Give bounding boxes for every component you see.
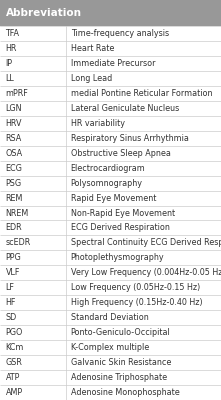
Text: Immediate Precursor: Immediate Precursor (71, 59, 155, 68)
Text: KCm: KCm (6, 343, 24, 352)
Bar (0, 41, 221, 56)
Bar (0, 116, 221, 131)
Text: OSA: OSA (6, 149, 23, 158)
Text: Photoplethysmography: Photoplethysmography (71, 253, 164, 262)
Bar (0, 56, 221, 71)
Text: mPRF: mPRF (6, 89, 28, 98)
Bar (0, 280, 221, 295)
Bar (0, 310, 221, 325)
Text: Adenosine Triphosphate: Adenosine Triphosphate (71, 373, 167, 382)
Text: Adenosine Monophosphate: Adenosine Monophosphate (71, 388, 179, 397)
Bar (0, 101, 221, 116)
Text: Respiratory Sinus Arrhythmia: Respiratory Sinus Arrhythmia (71, 134, 189, 143)
Text: SD: SD (6, 313, 17, 322)
Text: Rapid Eye Movement: Rapid Eye Movement (71, 194, 156, 202)
Bar (0, 370, 221, 385)
Text: GSR: GSR (6, 358, 22, 367)
Text: Ponto-Geniculo-Occipital: Ponto-Geniculo-Occipital (71, 328, 170, 337)
Bar (0, 71, 221, 86)
Text: AMP: AMP (6, 388, 23, 397)
Bar (0, 176, 221, 190)
Text: Time-frequency analysis: Time-frequency analysis (71, 29, 169, 38)
Text: Heart Rate: Heart Rate (71, 44, 114, 53)
Text: PPG: PPG (6, 253, 21, 262)
Bar (0, 385, 221, 400)
Text: VLF: VLF (6, 268, 20, 277)
Text: ATP: ATP (6, 373, 20, 382)
Text: Obstructive Sleep Apnea: Obstructive Sleep Apnea (71, 149, 171, 158)
Text: PGO: PGO (6, 328, 23, 337)
Text: K-Complex multiple: K-Complex multiple (71, 343, 149, 352)
Text: HRV: HRV (6, 119, 22, 128)
Text: Polysomnography: Polysomnography (71, 178, 143, 188)
Text: Lateral Geniculate Nucleus: Lateral Geniculate Nucleus (71, 104, 179, 113)
Bar (0, 220, 221, 236)
Text: Low Frequency (0.05Hz-0.15 Hz): Low Frequency (0.05Hz-0.15 Hz) (71, 283, 200, 292)
Text: Electrocardiogram: Electrocardiogram (71, 164, 145, 173)
Bar (0, 26, 221, 41)
Bar (0, 206, 221, 220)
Text: Spectral Continuity ECG Derived Respiration: Spectral Continuity ECG Derived Respirat… (71, 238, 221, 248)
Text: NREM: NREM (6, 208, 29, 218)
Bar (0, 236, 221, 250)
Bar (0, 265, 221, 280)
Text: scEDR: scEDR (6, 238, 31, 248)
Bar (0, 131, 221, 146)
Bar (0, 295, 221, 310)
Text: High Frequency (0.15Hz-0.40 Hz): High Frequency (0.15Hz-0.40 Hz) (71, 298, 202, 307)
Bar (0, 86, 221, 101)
Text: PSG: PSG (6, 178, 22, 188)
Text: LF: LF (6, 283, 14, 292)
Text: ECG Derived Respiration: ECG Derived Respiration (71, 224, 170, 232)
Text: IP: IP (6, 59, 13, 68)
Bar (0, 190, 221, 206)
Text: Very Low Frequency (0.004Hz-0.05 Hz): Very Low Frequency (0.004Hz-0.05 Hz) (71, 268, 221, 277)
Text: Non-Rapid Eye Movement: Non-Rapid Eye Movement (71, 208, 175, 218)
Bar (0, 0, 221, 26)
Text: HR variability: HR variability (71, 119, 125, 128)
Text: REM: REM (6, 194, 23, 202)
Bar (0, 161, 221, 176)
Text: TFA: TFA (6, 29, 19, 38)
Text: EDR: EDR (6, 224, 22, 232)
Text: Long Lead: Long Lead (71, 74, 112, 83)
Text: Standard Deviation: Standard Deviation (71, 313, 149, 322)
Bar (0, 146, 221, 161)
Text: Galvanic Skin Resistance: Galvanic Skin Resistance (71, 358, 171, 367)
Bar (0, 250, 221, 265)
Text: medial Pontine Reticular Formation: medial Pontine Reticular Formation (71, 89, 212, 98)
Text: LL: LL (6, 74, 14, 83)
Bar (0, 325, 221, 340)
Text: ECG: ECG (6, 164, 22, 173)
Text: RSA: RSA (6, 134, 22, 143)
Text: HF: HF (6, 298, 16, 307)
Text: Abbreviation: Abbreviation (6, 8, 82, 18)
Bar (0, 340, 221, 355)
Text: HR: HR (6, 44, 17, 53)
Bar (0, 355, 221, 370)
Text: LGN: LGN (6, 104, 22, 113)
